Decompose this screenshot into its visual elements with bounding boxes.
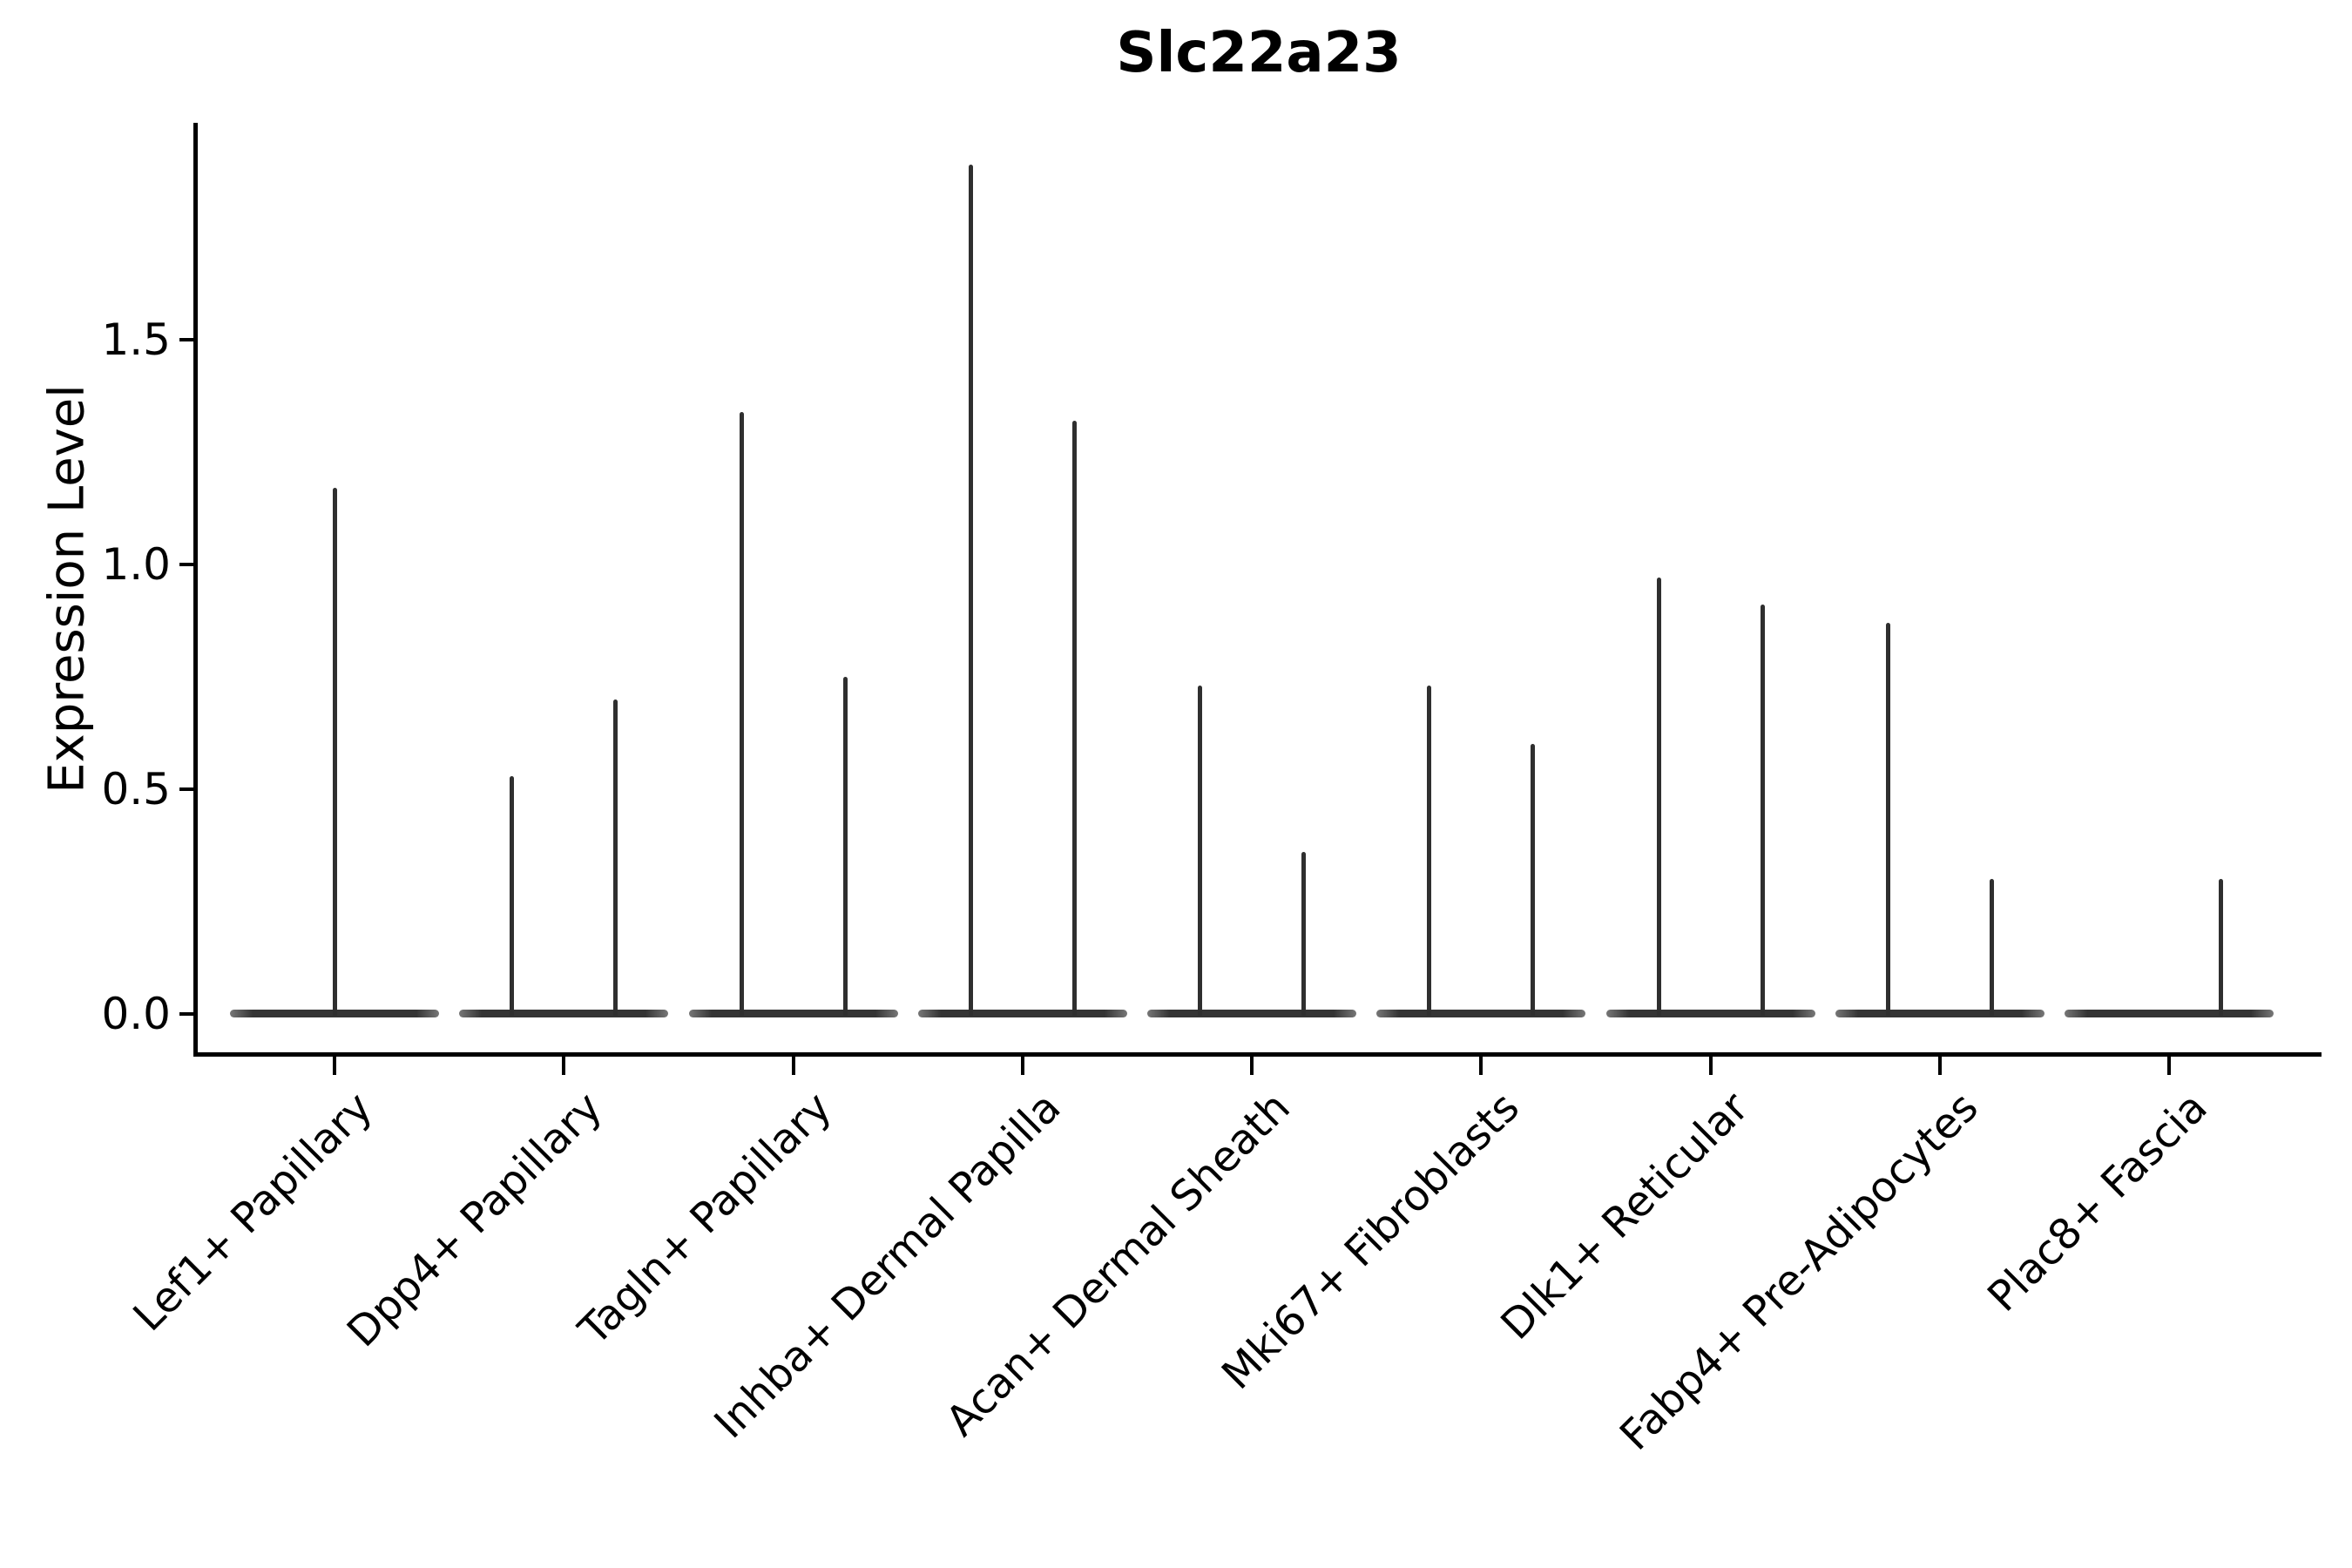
x-tick-label: Dlk1+ Reticular — [1491, 1083, 1759, 1349]
y-tick-mark — [179, 563, 193, 566]
x-tick-mark — [1708, 1057, 1713, 1075]
violin-body — [1605, 1010, 1815, 1017]
x-tick-mark — [1937, 1057, 1942, 1075]
violin-spike — [613, 699, 618, 1016]
y-tick-label: 0.5 — [101, 764, 171, 814]
x-tick-mark — [791, 1057, 795, 1075]
violin-spike — [1198, 686, 1202, 1016]
violin-body — [1147, 1010, 1356, 1017]
violin-spike — [1531, 744, 1536, 1016]
x-tick-mark — [333, 1057, 336, 1075]
y-tick-label: 1.5 — [101, 314, 171, 365]
violin-spike — [332, 488, 337, 1016]
violin-body — [1835, 1010, 2044, 1017]
violin-spike — [1427, 686, 1432, 1016]
x-axis-spine — [193, 1052, 2322, 1057]
y-tick-label: 1.0 — [101, 539, 171, 590]
violin-spike — [1760, 605, 1765, 1016]
violin-spike — [739, 411, 744, 1016]
y-axis-spine — [193, 123, 198, 1057]
violin-body — [2065, 1010, 2274, 1017]
violin-spike — [1885, 623, 1890, 1016]
y-tick-mark — [179, 1012, 193, 1016]
violin-body — [688, 1010, 898, 1017]
violin-body — [917, 1010, 1127, 1017]
violin-body — [459, 1010, 669, 1017]
y-tick-label: 0.0 — [101, 989, 171, 1039]
violin-spike — [1301, 852, 1306, 1016]
violin-spike — [1656, 578, 1661, 1016]
y-tick-mark — [179, 787, 193, 791]
y-tick-mark — [179, 338, 193, 341]
x-tick-mark — [1250, 1057, 1254, 1075]
x-tick-label: Plac8+ Fascia — [1978, 1083, 2217, 1321]
x-tick-label: Lef1+ Papillary — [124, 1083, 382, 1342]
x-tick-mark — [562, 1057, 566, 1075]
violin-body — [1376, 1010, 1586, 1017]
chart-title: Slc22a23 — [1116, 21, 1402, 85]
violin-spike — [842, 677, 848, 1016]
violin-spike — [510, 775, 515, 1016]
violin-spike — [1989, 879, 1994, 1016]
y-axis-label: Expression Level — [38, 384, 96, 794]
x-tick-mark — [1020, 1057, 1024, 1075]
violin-spike — [968, 164, 973, 1016]
violin-spike — [1071, 420, 1077, 1016]
violin-spike — [2219, 879, 2223, 1016]
x-tick-mark — [2167, 1057, 2171, 1075]
x-tick-mark — [1479, 1057, 1484, 1075]
x-tick-label: Tagln+ Papillary — [569, 1083, 841, 1355]
x-tick-label: Dpp4+ Papillary — [337, 1083, 612, 1357]
